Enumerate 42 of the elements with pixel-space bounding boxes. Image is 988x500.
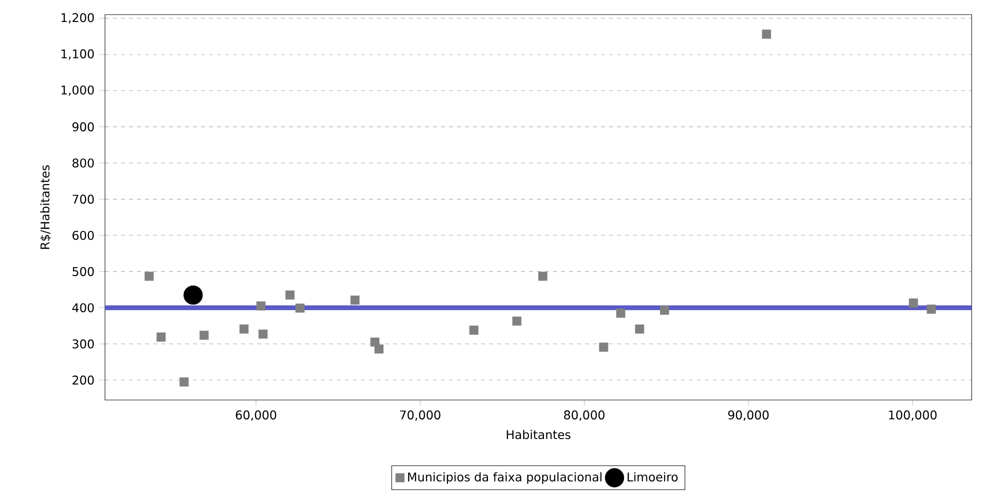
point — [258, 330, 268, 339]
y-tick-label: 600 — [72, 230, 94, 240]
y-tick-label: 200 — [72, 376, 94, 385]
point — [908, 298, 918, 308]
point — [156, 332, 166, 342]
point — [660, 306, 670, 315]
x-tick-label: 60,000 — [236, 410, 276, 421]
point — [256, 301, 266, 310]
legend-label: Municipios da faixa populacional — [408, 472, 602, 484]
x-tick-label: 80,000 — [564, 410, 604, 421]
point — [538, 272, 548, 281]
point — [635, 324, 644, 334]
point — [599, 342, 608, 352]
point — [616, 308, 626, 318]
y-tick-label: 1,200 — [62, 13, 94, 24]
x-tick-label: 70,000 — [400, 410, 440, 421]
y-tick-label: 800 — [72, 158, 94, 168]
point — [144, 272, 154, 281]
point — [762, 30, 772, 39]
point — [926, 304, 936, 314]
point — [374, 344, 384, 354]
point — [295, 304, 305, 313]
point — [180, 377, 189, 386]
y-tick-label: 900 — [72, 122, 94, 132]
point — [469, 326, 478, 335]
x-tick-label: 100,000 — [889, 410, 937, 421]
y-axis-title: R$/Habitantes — [40, 165, 52, 249]
point — [285, 290, 295, 300]
y-tick-label: 1,100 — [62, 49, 94, 60]
x-tick-label: 90,000 — [728, 410, 769, 421]
y-tick-label: 700 — [72, 194, 94, 204]
legend-label: Limoeiro — [628, 472, 678, 482]
y-tick-label: 500 — [72, 267, 94, 276]
point — [350, 296, 360, 305]
y-tick-label: 400 — [72, 303, 94, 312]
point — [239, 324, 249, 334]
point — [200, 330, 209, 340]
x-axis-title: Habitantes — [506, 430, 570, 440]
y-tick-label: 300 — [72, 339, 94, 348]
y-tick-label: 1,000 — [62, 85, 94, 96]
point — [512, 316, 522, 326]
point — [184, 285, 203, 305]
